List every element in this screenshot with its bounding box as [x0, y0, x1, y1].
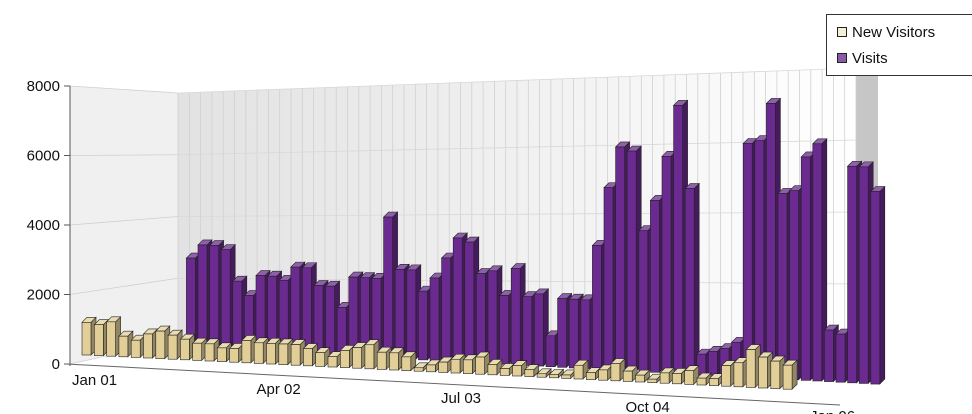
new-visitors-bar — [105, 316, 122, 357]
new-visitors-bar — [364, 339, 380, 370]
new-visitors-bar — [241, 334, 257, 364]
legend-label-visits: Visits — [852, 49, 888, 67]
new-visitors-bar — [536, 368, 552, 378]
y-tick-label: 8000 — [27, 78, 60, 95]
x-axis: Jan 01 Apr 02 Jul 03 Oct 04 Jan 06 — [65, 363, 855, 414]
new-visitors-bar — [388, 347, 405, 371]
legend: New Visitors Visits — [826, 14, 972, 76]
new-visitors-bar — [683, 364, 700, 386]
new-visitors-bar — [462, 354, 479, 375]
new-visitors-bar — [560, 369, 577, 380]
new-visitors-bar — [142, 328, 159, 359]
legend-swatch-new-visitors — [837, 27, 847, 37]
new-visitors-bar — [720, 359, 737, 387]
new-visitors-bar — [425, 359, 442, 373]
new-visitors-bar — [228, 342, 245, 363]
x-axis-line — [65, 363, 841, 406]
new-visitors-bar — [216, 342, 233, 363]
new-visitors-bar — [634, 369, 651, 383]
new-visitors-bars — [81, 316, 798, 390]
new-visitors-bar — [204, 338, 220, 362]
new-visitors-bar — [585, 367, 602, 381]
gridline-horizontal-left — [69, 154, 179, 156]
y-tick-label: 2000 — [27, 287, 60, 304]
new-visitors-bar — [782, 359, 798, 390]
visits-bar — [684, 182, 700, 375]
new-visitors-bar — [757, 351, 774, 389]
new-visitors-bar — [548, 368, 565, 379]
new-visitors-bar — [450, 353, 466, 374]
visits-bar — [870, 185, 886, 385]
x-tick-label: Jul 03 — [441, 390, 481, 407]
new-visitors-bar — [745, 343, 761, 389]
new-visitors-bar — [130, 334, 146, 359]
new-visitors-bar — [179, 333, 196, 361]
y-tick-label: 4000 — [27, 217, 60, 234]
legend-item-new-visitors: New Visitors — [827, 19, 972, 45]
new-visitors-bar — [770, 355, 786, 390]
gridline-horizontal-left — [69, 277, 179, 295]
new-visitors-bar — [191, 337, 208, 362]
legend-label-new-visitors: New Visitors — [852, 23, 936, 41]
legend-swatch-visits — [837, 53, 847, 63]
new-visitors-bar — [351, 341, 368, 369]
new-visitors-bar — [118, 330, 134, 358]
new-visitors-bar — [696, 372, 712, 386]
new-visitors-bar — [413, 362, 429, 372]
visits-bars — [185, 97, 886, 385]
new-visitors-bar — [253, 337, 269, 365]
new-visitors-bar — [290, 338, 306, 366]
x-tick-label: Apr 02 — [257, 381, 301, 398]
y-tick-label: 0 — [52, 356, 60, 373]
legend-item-visits: Visits — [827, 45, 972, 71]
y-tick-label: 6000 — [27, 148, 60, 165]
new-visitors-bar — [339, 344, 356, 369]
gridline-horizontal — [177, 67, 857, 94]
new-visitors-bar — [155, 325, 171, 360]
new-visitors-bar — [401, 351, 417, 372]
new-visitors-bar — [302, 342, 319, 367]
gridline-horizontal — [177, 139, 857, 156]
new-visitors-bar — [376, 346, 392, 371]
gridline-horizontal-left — [69, 85, 179, 94]
new-visitors-bar — [265, 337, 282, 365]
new-visitors-bar — [314, 346, 331, 368]
gridline-horizontal-left — [69, 216, 179, 226]
y-axis: 0 2000 4000 6000 8000 — [27, 78, 70, 373]
new-visitors-bar — [167, 329, 183, 360]
new-visitors-bar — [81, 316, 97, 356]
x-tick-label: Jan 01 — [72, 372, 117, 389]
new-visitors-bar — [524, 364, 540, 378]
new-visitors-bar — [610, 357, 626, 382]
x-tick-label: Jan 06 — [810, 408, 855, 414]
new-visitors-bar — [647, 373, 663, 384]
x-tick-label: Oct 04 — [626, 399, 670, 414]
new-visitors-bar — [278, 338, 294, 366]
new-visitors-bar — [474, 351, 491, 375]
new-visitors-bar — [573, 359, 589, 380]
new-visitors-bar — [499, 362, 515, 377]
new-visitors-bar — [733, 357, 749, 388]
new-visitors-bar — [93, 318, 110, 357]
visits-bar — [812, 138, 828, 382]
